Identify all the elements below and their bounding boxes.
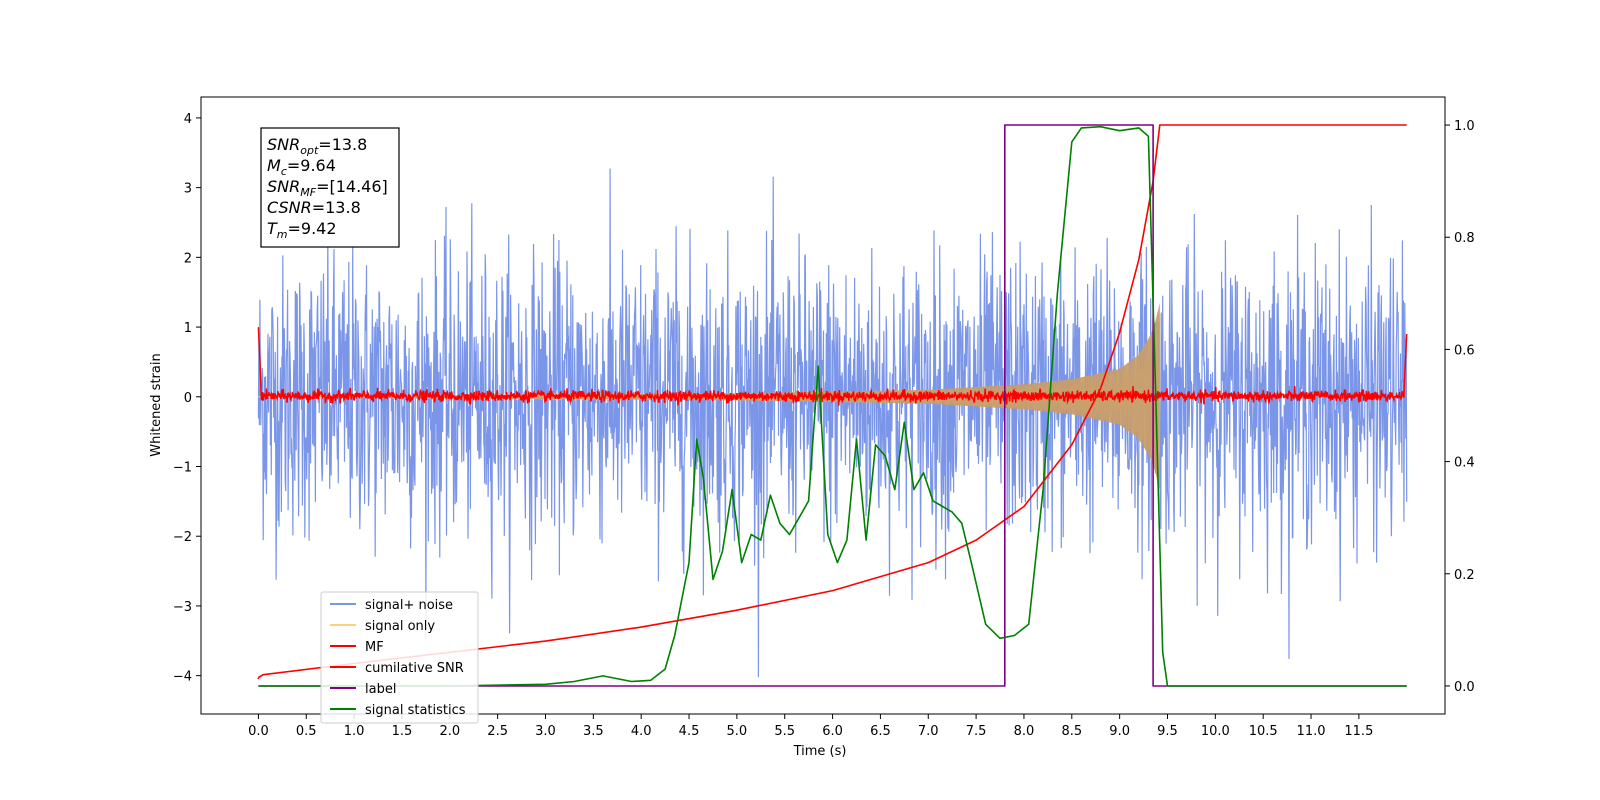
annotation-line: Mc=9.64 bbox=[267, 156, 336, 178]
x-tick-label: 7.0 bbox=[918, 724, 939, 739]
legend-label: signal+ noise bbox=[365, 598, 453, 613]
y-tick-label: −3 bbox=[173, 600, 192, 615]
y2-tick-label: 1.0 bbox=[1454, 119, 1475, 134]
x-tick-label: 4.5 bbox=[679, 724, 700, 739]
x-tick-label: 7.5 bbox=[966, 724, 987, 739]
annotation-line: SNRMF=[14.46] bbox=[267, 177, 388, 199]
x-tick-label: 9.5 bbox=[1157, 724, 1178, 739]
y2-tick-label: 0.0 bbox=[1454, 680, 1475, 695]
x-tick-label: 8.0 bbox=[1014, 724, 1035, 739]
series-signal-noise bbox=[257, 168, 1408, 678]
x-tick-label: 10.5 bbox=[1249, 724, 1278, 739]
x-tick-label: 6.0 bbox=[822, 724, 843, 739]
axes: 0.0 0.5 1.0 1.5 2.0 2.5 3.0 3.5 4.0 4.5 5.0 5.5 6.0 6… bbox=[173, 112, 1475, 739]
x-tick-label: 5.0 bbox=[727, 724, 748, 739]
plot-frame bbox=[200, 96, 1446, 715]
annotation-box: SNRopt=13.8Mc=9.64SNRMF=[14.46]CSNR=13.8… bbox=[260, 127, 400, 248]
x-tick-label: 10.0 bbox=[1201, 724, 1230, 739]
legend-label: MF bbox=[365, 640, 384, 655]
y2-tick-label: 0.8 bbox=[1454, 231, 1475, 246]
annotation-line: SNRopt=13.8 bbox=[267, 135, 367, 157]
legend-label: label bbox=[365, 682, 396, 697]
legend: signal+ noise signal only MF cumilative SNR… bbox=[320, 591, 479, 724]
series-mf bbox=[257, 327, 1408, 406]
legend-frame bbox=[320, 591, 479, 724]
y2-tick-label: 0.4 bbox=[1454, 456, 1475, 471]
legend-label: signal statistics bbox=[365, 703, 466, 718]
y-tick-label: 3 bbox=[184, 182, 192, 197]
annotation-line: CSNR=13.8 bbox=[267, 198, 361, 217]
x-tick-label: 1.5 bbox=[392, 724, 413, 739]
y2-tick-label: 0.6 bbox=[1454, 343, 1475, 358]
x-tick-label: 2.0 bbox=[439, 724, 460, 739]
x-tick-label: 11.0 bbox=[1297, 724, 1326, 739]
x-tick-label: 5.5 bbox=[774, 724, 795, 739]
x-tick-label: 3.0 bbox=[535, 724, 556, 739]
annotation-frame bbox=[260, 127, 400, 248]
y-tick-label: 0 bbox=[184, 391, 192, 406]
y-tick-label: −1 bbox=[173, 461, 192, 476]
x-tick-label: 0.0 bbox=[248, 724, 269, 739]
y2-tick-label: 0.2 bbox=[1454, 568, 1475, 583]
plot-area bbox=[257, 124, 1408, 687]
legend-label: signal only bbox=[365, 619, 435, 634]
x-tick-label: 9.0 bbox=[1109, 724, 1130, 739]
x-tick-label: 6.5 bbox=[870, 724, 891, 739]
x-tick-label: 3.5 bbox=[583, 724, 604, 739]
series-signal-statistics bbox=[258, 125, 1407, 687]
y-tick-label: 2 bbox=[184, 251, 192, 266]
x-tick-label: 4.0 bbox=[631, 724, 652, 739]
x-tick-label: 11.5 bbox=[1344, 724, 1373, 739]
x-tick-label: 8.5 bbox=[1061, 724, 1082, 739]
y-tick-label: 1 bbox=[184, 321, 192, 336]
y-tick-label: 4 bbox=[184, 112, 192, 127]
x-tick-label: 2.5 bbox=[487, 724, 508, 739]
x-tick-label: 0.5 bbox=[296, 724, 317, 739]
legend-label: cumilative SNR bbox=[365, 661, 464, 676]
x-axis-label: Time (s) bbox=[793, 744, 847, 759]
annotation-line: Tm=9.42 bbox=[267, 219, 337, 241]
y-axis-label: Whitened strain bbox=[149, 353, 164, 456]
x-tick-label: 1.0 bbox=[344, 724, 365, 739]
y-tick-label: −4 bbox=[173, 670, 192, 685]
y-tick-label: −2 bbox=[173, 530, 192, 545]
